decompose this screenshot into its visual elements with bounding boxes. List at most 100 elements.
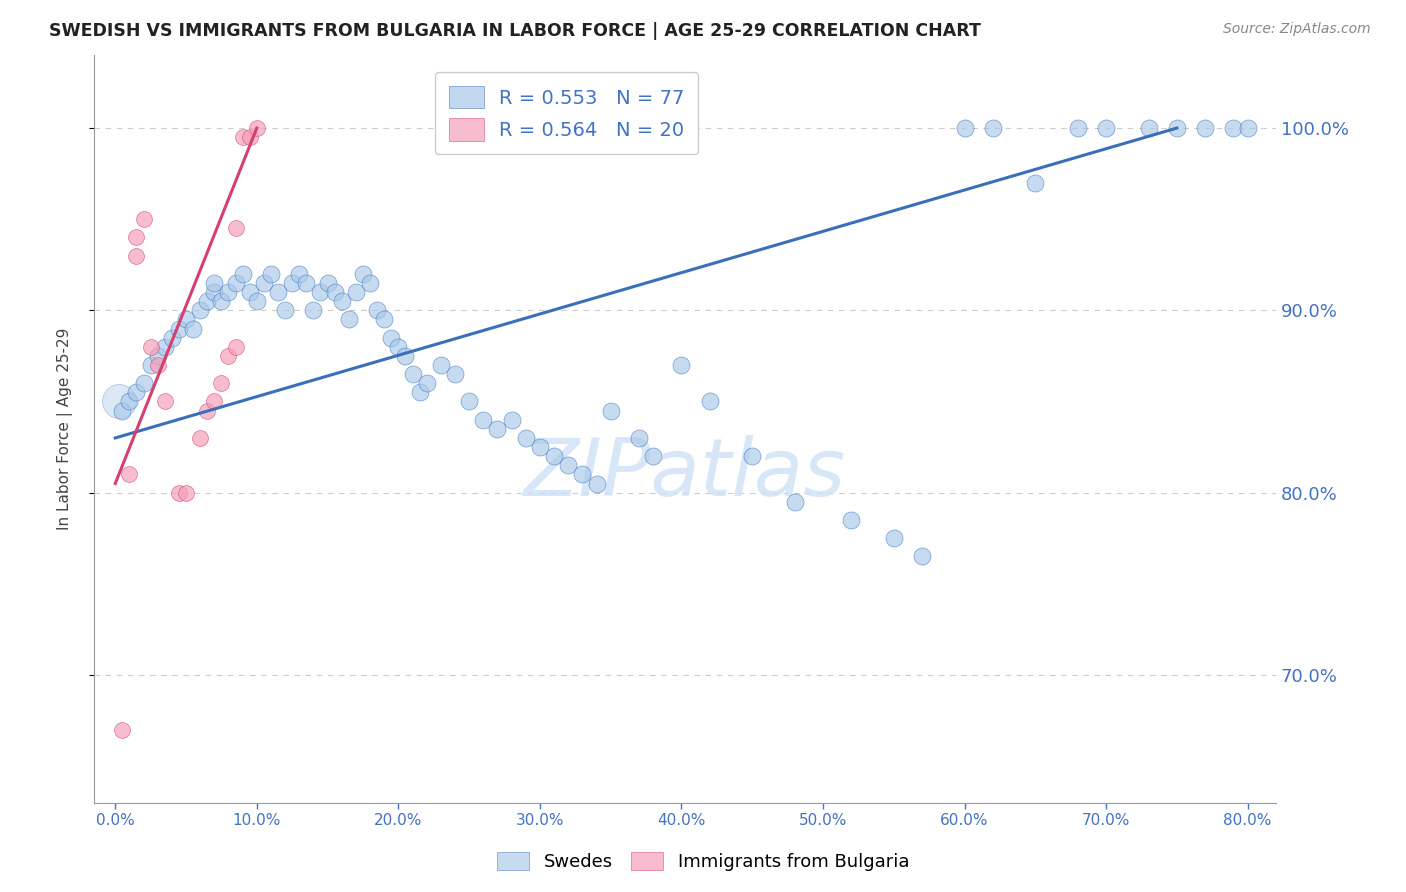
- Point: [394, 349, 416, 363]
- Y-axis label: In Labor Force | Age 25-29: In Labor Force | Age 25-29: [58, 327, 73, 530]
- Point: [195, 403, 218, 417]
- Legend: R = 0.553   N = 77, R = 0.564   N = 20: R = 0.553 N = 77, R = 0.564 N = 20: [436, 72, 699, 154]
- Text: Source: ZipAtlas.com: Source: ZipAtlas.com: [1223, 22, 1371, 37]
- Point: [486, 422, 509, 436]
- Text: ZIPatlas: ZIPatlas: [524, 434, 846, 513]
- Point: [281, 276, 304, 290]
- Point: [585, 476, 607, 491]
- Point: [401, 367, 423, 381]
- Point: [515, 431, 537, 445]
- Point: [125, 230, 148, 244]
- Point: [146, 358, 169, 372]
- Point: [699, 394, 721, 409]
- Text: SWEDISH VS IMMIGRANTS FROM BULGARIA IN LABOR FORCE | AGE 25-29 CORRELATION CHART: SWEDISH VS IMMIGRANTS FROM BULGARIA IN L…: [49, 22, 981, 40]
- Point: [1194, 121, 1216, 136]
- Point: [125, 249, 148, 263]
- Legend: Swedes, Immigrants from Bulgaria: Swedes, Immigrants from Bulgaria: [489, 845, 917, 879]
- Point: [1236, 121, 1258, 136]
- Point: [1024, 176, 1046, 190]
- Point: [153, 394, 176, 409]
- Point: [118, 467, 141, 482]
- Point: [111, 723, 134, 737]
- Point: [911, 549, 934, 564]
- Point: [337, 312, 360, 326]
- Point: [458, 394, 481, 409]
- Point: [274, 303, 297, 318]
- Point: [309, 285, 332, 299]
- Point: [1166, 121, 1188, 136]
- Point: [981, 121, 1004, 136]
- Point: [225, 221, 247, 235]
- Point: [1095, 121, 1118, 136]
- Point: [167, 485, 190, 500]
- Point: [352, 267, 374, 281]
- Point: [302, 303, 325, 318]
- Point: [839, 513, 862, 527]
- Point: [953, 121, 976, 136]
- Point: [160, 331, 183, 345]
- Point: [209, 376, 232, 391]
- Point: [108, 394, 131, 409]
- Point: [472, 413, 495, 427]
- Point: [316, 276, 339, 290]
- Point: [139, 340, 162, 354]
- Point: [232, 130, 254, 145]
- Point: [444, 367, 467, 381]
- Point: [430, 358, 453, 372]
- Point: [225, 276, 247, 290]
- Point: [202, 276, 225, 290]
- Point: [218, 349, 240, 363]
- Point: [146, 349, 169, 363]
- Point: [883, 531, 905, 545]
- Point: [225, 340, 247, 354]
- Point: [260, 267, 283, 281]
- Point: [1067, 121, 1090, 136]
- Point: [267, 285, 290, 299]
- Point: [125, 385, 148, 400]
- Point: [118, 394, 141, 409]
- Point: [167, 321, 190, 335]
- Point: [415, 376, 437, 391]
- Point: [202, 394, 225, 409]
- Point: [288, 267, 311, 281]
- Point: [501, 413, 523, 427]
- Point: [153, 340, 176, 354]
- Point: [232, 267, 254, 281]
- Point: [295, 276, 318, 290]
- Point: [529, 440, 551, 454]
- Point: [139, 358, 162, 372]
- Point: [671, 358, 693, 372]
- Point: [1137, 121, 1160, 136]
- Point: [246, 121, 269, 136]
- Point: [246, 294, 269, 309]
- Point: [188, 303, 211, 318]
- Point: [643, 449, 665, 463]
- Point: [373, 312, 395, 326]
- Point: [557, 458, 579, 473]
- Point: [323, 285, 346, 299]
- Point: [571, 467, 593, 482]
- Point: [1222, 121, 1244, 136]
- Point: [359, 276, 381, 290]
- Point: [195, 294, 218, 309]
- Point: [387, 340, 409, 354]
- Point: [209, 294, 232, 309]
- Point: [202, 285, 225, 299]
- Point: [174, 485, 197, 500]
- Point: [408, 385, 430, 400]
- Point: [181, 321, 204, 335]
- Point: [239, 130, 262, 145]
- Point: [111, 403, 134, 417]
- Point: [253, 276, 276, 290]
- Point: [380, 331, 402, 345]
- Point: [344, 285, 367, 299]
- Point: [543, 449, 565, 463]
- Point: [627, 431, 650, 445]
- Point: [783, 494, 806, 508]
- Point: [188, 431, 211, 445]
- Point: [366, 303, 388, 318]
- Point: [218, 285, 240, 299]
- Point: [741, 449, 763, 463]
- Point: [132, 376, 155, 391]
- Point: [330, 294, 353, 309]
